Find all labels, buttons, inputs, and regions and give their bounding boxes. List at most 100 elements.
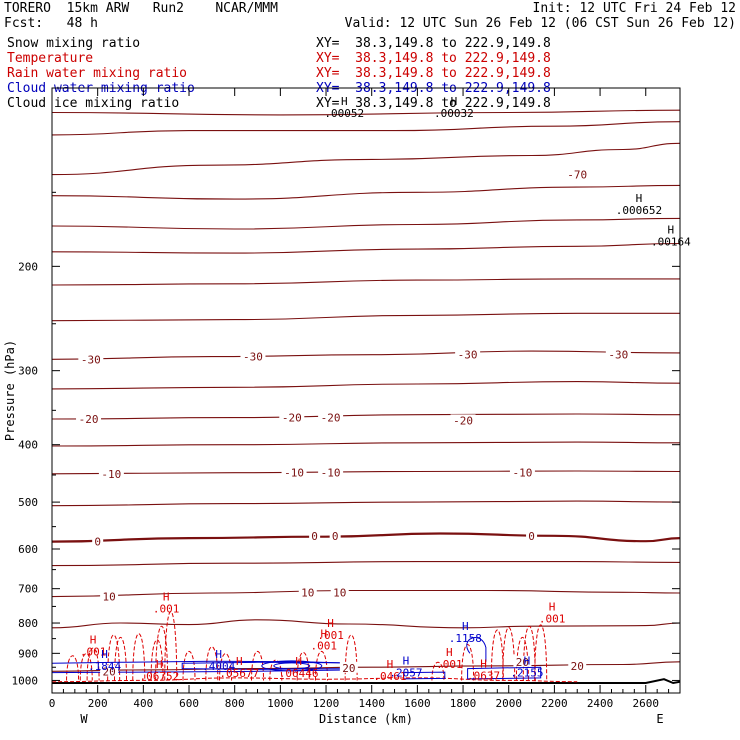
contour-label-bg-15 (329, 529, 341, 541)
model-title: TORERO 15km ARW Run2 NCAR/MMM (4, 1, 278, 16)
contour-label-6: -20 (282, 412, 302, 425)
contour-label-9: -10 (101, 468, 121, 481)
legend-rain-xy: XY= 38.3,149.8 to 222.9,149.8 (316, 66, 551, 81)
x-axis-label: Distance (km) (319, 712, 413, 726)
temperature-contour--10-12 (52, 470, 680, 475)
temperature-contour--70-0 (52, 109, 680, 116)
rain-contour-0 (66, 655, 80, 681)
rain-max-h-10: H (480, 657, 487, 670)
contour-label-10: -10 (284, 467, 304, 480)
rain-contour-6 (150, 639, 164, 681)
temperature-contour--20-10 (52, 413, 680, 420)
rain-contour-18 (461, 644, 475, 681)
contour-label-bg-16 (526, 529, 538, 541)
x-tick-label-5: 1000 (267, 697, 294, 710)
y-tick-label-2: 400 (18, 439, 38, 452)
rain-max-h-8: H (295, 655, 302, 668)
x-tick-label-9: 1800 (450, 697, 477, 710)
terrain-surface (52, 678, 680, 685)
contour-label-0: -70 (567, 169, 587, 182)
contour-label-14: 0 (311, 530, 318, 543)
cloud-water-max-h-2: H (462, 620, 469, 633)
rain-contour-10 (205, 646, 219, 681)
contour-label-bg-1 (78, 353, 104, 365)
rain-max-value-2: .001 (311, 640, 338, 653)
contour-label-5: -20 (79, 413, 99, 426)
contour-label-bg-18 (298, 586, 317, 598)
cloud-water-max-h-4: H (524, 655, 531, 668)
y-tick-label-6: 800 (18, 617, 38, 630)
rain-max-value-6: .06752 (139, 670, 179, 683)
contour-label-bg-4 (605, 348, 631, 360)
rain-contour-19 (490, 629, 504, 681)
rain-max-value-7: .05677 (219, 667, 259, 680)
contour-label-bg-5 (76, 413, 102, 425)
rain-max-value-9: .0461 (373, 670, 406, 683)
temperature-contour--25-9 (52, 381, 680, 390)
west-label: W (80, 712, 88, 726)
rain-contour-17 (431, 661, 445, 681)
contour-label-23: 20 (571, 660, 584, 673)
rain-contour-13 (269, 659, 283, 681)
rain-max-value-8: .06446 (279, 667, 319, 680)
plot-frame (51, 87, 681, 694)
rain-max-h-3: H (327, 617, 334, 630)
snow-ice-max-value-3: .00032 (434, 107, 474, 120)
legend-cloud-ice-xy: XY= 38.3,149.8 to 222.9,149.8 (316, 96, 551, 111)
rain-max-h-7: H (236, 655, 243, 668)
snow-ice-max-value-0: .000652 (616, 204, 662, 217)
contour-label-16: 0 (528, 530, 535, 543)
rain-max-h-6: H (156, 658, 163, 671)
contour-label-bg-14 (309, 529, 321, 541)
contour-label-2: -30 (243, 351, 263, 364)
temperature-contour--55-4 (52, 217, 680, 230)
rain-contour-21 (515, 636, 529, 681)
y-tick-label-1: 300 (18, 365, 38, 378)
cloud-water-contour-2 (403, 671, 446, 680)
contour-label-12: -10 (512, 467, 532, 480)
x-tick-label-6: 1200 (313, 697, 340, 710)
contour-label-bg-12 (509, 466, 535, 478)
rain-max-h-4: H (446, 646, 453, 659)
rain-max-value-3: .001 (317, 629, 344, 642)
legend-temperature-xy: XY= 38.3,149.8 to 222.9,149.8 (316, 51, 551, 66)
contour-label-bg-21 (339, 661, 358, 673)
rain-max-value-5: .001 (539, 612, 566, 625)
y-tick-label-4: 600 (18, 543, 38, 556)
rain-contour-base (52, 677, 578, 683)
rain-max-value-10: .0637 (467, 669, 500, 682)
contour-label-3: -30 (458, 349, 478, 362)
snow-ice-max-value-1: .00164 (651, 235, 691, 248)
rain-contour-23 (534, 624, 548, 681)
contour-label-bg-6 (279, 411, 305, 423)
temperature-contour-20-18 (52, 661, 680, 672)
x-tick-label-13: 2600 (632, 697, 659, 710)
cloud-water-contour-core-inner (273, 662, 311, 670)
legend-snow-xy: XY= 38.3,149.8 to 222.9,149.8 (316, 36, 551, 51)
y-tick-label-3: 500 (18, 496, 38, 509)
contour-label-bg-11 (318, 466, 344, 478)
snow-ice-max-h-3: H (451, 95, 458, 108)
rain-max-value-0: .001 (80, 645, 107, 658)
cloud-water-max-value-4: .2155 (510, 667, 543, 680)
rain-max-h-2: H (320, 628, 327, 641)
temperature-contour--45-6 (52, 278, 680, 286)
rain-contour-2 (86, 647, 100, 681)
contour-label-15: 0 (332, 530, 339, 543)
temperature-contour--5-13 (52, 500, 680, 507)
contour-label-bg-20 (100, 665, 119, 677)
snow-ice-max-h-2: H (341, 95, 348, 108)
x-tick-label-2: 400 (133, 697, 153, 710)
x-tick-label-11: 2200 (541, 697, 568, 710)
east-label: E (656, 712, 663, 726)
rain-max-value-4: .001 (436, 658, 463, 671)
x-tick-label-1: 200 (88, 697, 108, 710)
contour-label-17: 10 (102, 591, 115, 604)
cloud-water-contour-upper (466, 637, 487, 662)
contour-label-8: -20 (453, 414, 473, 427)
legend-temperature-name: Temperature (7, 51, 94, 66)
legend-cloud-ice-name: Cloud ice mixing ratio (7, 96, 180, 111)
cloud-water-contour-core (261, 660, 323, 672)
temperature-contour-15-17 (52, 619, 680, 629)
